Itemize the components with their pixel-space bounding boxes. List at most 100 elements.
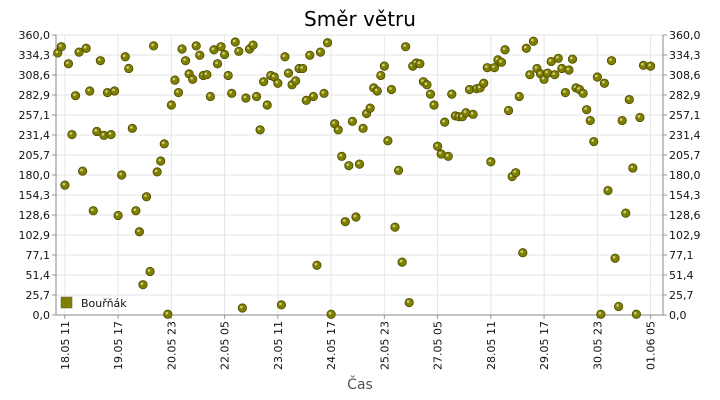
data-point-highlight [254, 94, 257, 97]
data-point-highlight [76, 49, 80, 53]
data-point-highlight [176, 90, 179, 93]
data-point-highlight [595, 74, 598, 78]
x-tick-label: 22.05 05 [219, 321, 232, 370]
data-point [447, 89, 457, 99]
data-point [365, 103, 375, 113]
data-point-highlight [350, 119, 353, 122]
data-point [624, 94, 634, 105]
y-tick-label: 282,9 [19, 89, 51, 102]
data-point [585, 115, 595, 126]
data-point-highlight [484, 65, 488, 68]
data-point [432, 141, 443, 151]
data-point-highlight [222, 52, 225, 55]
data-point [617, 115, 627, 126]
y-tick-label-right: 334,3 [669, 49, 701, 62]
data-point-highlight [328, 311, 332, 315]
data-point-highlight [232, 39, 236, 43]
data-point [379, 61, 389, 71]
data-point [124, 63, 134, 74]
data-point-highlight [112, 88, 115, 92]
data-point [351, 212, 361, 222]
data-point [170, 75, 180, 85]
data-point-highlight [161, 141, 165, 145]
data-point-highlight [552, 72, 556, 75]
data-point-highlight [87, 88, 91, 92]
y-tick-label: 257,1 [19, 109, 51, 122]
data-point-highlight [286, 70, 289, 74]
data-point [120, 52, 130, 62]
y-tick-label-right: 51,4 [669, 269, 694, 282]
x-tick-label: 30.05 23 [591, 321, 604, 370]
data-point [354, 159, 365, 169]
data-point [397, 257, 407, 267]
x-tick-label: 25.05 23 [378, 321, 391, 370]
data-point-highlight [584, 107, 587, 110]
data-point [298, 63, 308, 74]
data-point-highlight [481, 80, 485, 84]
data-point-highlight [591, 139, 595, 142]
data-point [383, 136, 393, 146]
data-point [347, 116, 358, 126]
data-point-highlight [428, 91, 431, 95]
data-point-highlight [463, 110, 467, 114]
x-tick-label: 24.05 17 [325, 321, 338, 370]
data-point [138, 280, 148, 290]
data-point [223, 70, 233, 81]
data-point-highlight [137, 229, 140, 233]
data-point-highlight [140, 282, 144, 285]
data-point [635, 112, 645, 123]
data-point [312, 260, 322, 270]
data-point-highlight [548, 59, 552, 62]
data-point [631, 309, 641, 319]
data-point-highlight [186, 71, 190, 75]
y-tick-label: 180,0 [19, 169, 51, 182]
data-point-highlight [431, 102, 435, 106]
data-point-highlight [335, 127, 339, 131]
data-point [195, 50, 205, 60]
data-point-highlight [325, 40, 328, 44]
data-point-highlight [208, 94, 211, 97]
data-point [74, 47, 84, 57]
data-point [212, 59, 223, 69]
data-point [567, 54, 578, 64]
data-point-highlight [73, 93, 76, 96]
data-point-highlight [392, 224, 396, 228]
data-point-highlight [211, 47, 215, 51]
data-point [319, 88, 329, 98]
data-point-highlight [605, 188, 609, 191]
data-point-highlight [421, 79, 424, 82]
data-point [553, 53, 563, 63]
data-point [251, 91, 262, 102]
data-point-highlight [59, 44, 62, 47]
data-point [628, 163, 638, 173]
data-point [227, 88, 237, 98]
data-point-highlight [215, 61, 218, 65]
data-point-highlight [520, 250, 524, 254]
data-point [645, 61, 656, 71]
data-point [308, 91, 318, 102]
data-point [92, 126, 102, 137]
data-point-highlight [275, 80, 279, 84]
data-point [152, 167, 162, 177]
data-point-highlight [243, 95, 247, 99]
data-point-highlight [492, 65, 495, 68]
data-point [134, 227, 145, 237]
y-tick-label: 205,7 [19, 149, 51, 162]
data-point-highlight [566, 67, 570, 71]
data-point-highlight [119, 172, 122, 176]
data-point [322, 38, 333, 48]
data-point [255, 125, 265, 135]
data-point-highlight [367, 105, 371, 109]
data-point [599, 78, 610, 88]
data-point-highlight [165, 311, 169, 315]
data-point [60, 180, 70, 190]
data-point-highlight [623, 210, 627, 214]
data-point [340, 217, 350, 227]
data-point [149, 41, 159, 51]
data-point [234, 46, 244, 56]
data-point-highlight [467, 87, 470, 90]
data-point-highlight [300, 66, 304, 69]
data-point [603, 185, 613, 196]
x-tick-label: 19.05 17 [112, 321, 125, 370]
